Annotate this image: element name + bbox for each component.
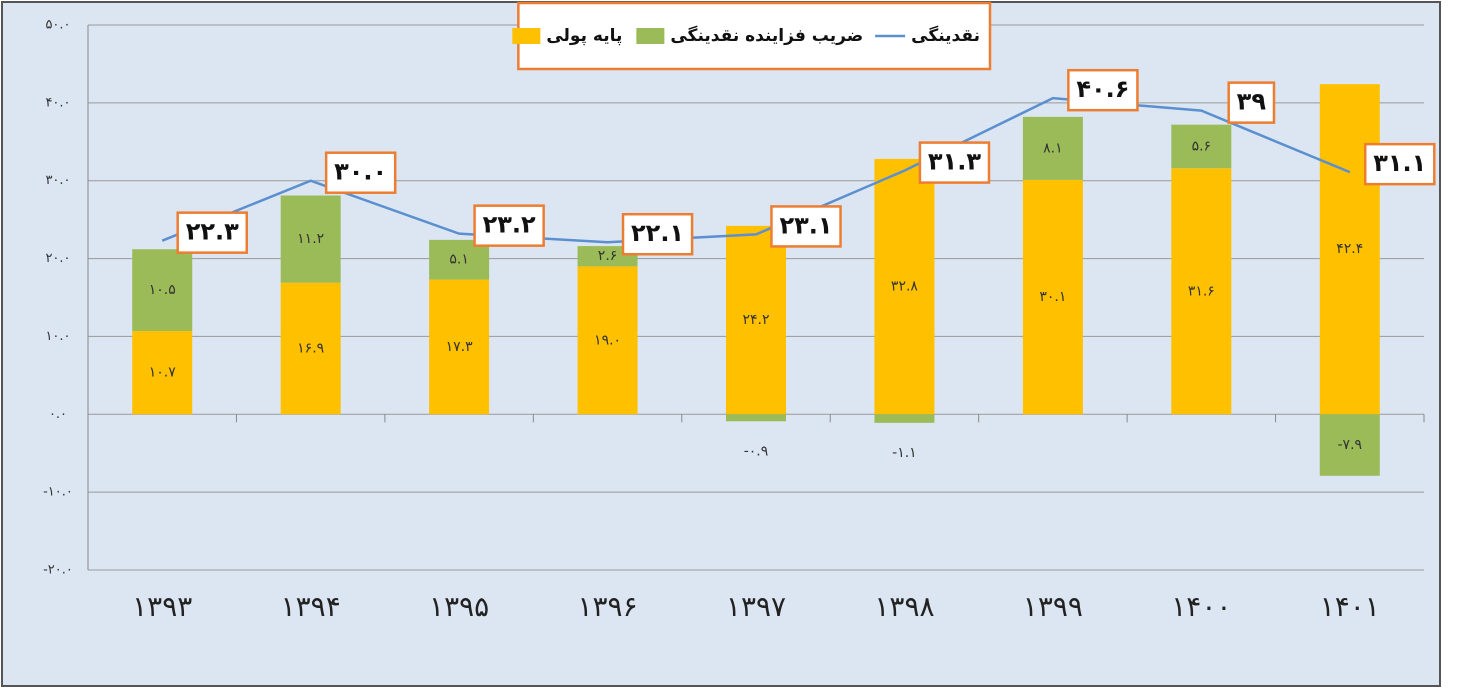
line-value-text: ۳۰.۰ (334, 158, 387, 186)
bar-value-label: ۸.۱ (1043, 140, 1063, 156)
bar-value-label: -۰.۹ (744, 443, 769, 459)
label-box (1227, 81, 1276, 124)
y-tick-label: ۱۰.۰ (45, 329, 70, 344)
bar (280, 282, 341, 415)
bar (1022, 179, 1083, 415)
legend-swatch (636, 28, 665, 44)
bar (1319, 414, 1380, 476)
bar-value-label: ۱۱.۲ (297, 231, 324, 247)
legend-box (517, 1, 992, 71)
line-value-text: ۲۳.۲ (483, 211, 536, 239)
y-tick-label: ۵۰.۰ (45, 18, 70, 33)
bar-value-label: ۱۰.۵ (149, 282, 176, 298)
bar (280, 195, 341, 283)
x-tick-label: ۱۳۹۸ (874, 590, 934, 623)
bar (132, 249, 193, 331)
label-box (324, 151, 397, 194)
bar-value-label: ۱۷.۳ (446, 339, 473, 355)
label-box (1363, 142, 1436, 186)
bar-value-label: ۱۹.۰ (594, 332, 621, 348)
y-tick-label: ۳۰.۰ (45, 173, 70, 188)
line (161, 96, 1351, 244)
label-box (1067, 68, 1139, 112)
bar (577, 266, 638, 415)
line-value-label: ۲۳.۲ (473, 204, 545, 247)
bar-value-label: ۴۲.۴ (1336, 241, 1363, 257)
line-value-text: ۳۱.۳ (928, 148, 981, 176)
line-value-label: ۳۰.۰ (324, 151, 397, 194)
bar-value-label: ۲۴.۲ (742, 312, 769, 328)
bar (132, 330, 193, 415)
bar-value-label: ۳۰.۱ (1039, 289, 1066, 305)
line-value-label: ۳۱.۳ (918, 141, 991, 184)
bar (1171, 168, 1232, 415)
bar (1171, 124, 1232, 169)
x-tick-label: ۱۳۹۶ (577, 590, 637, 623)
bar-value-label: ۵.۶ (1192, 138, 1212, 154)
y-tick-label: ۲۰.۰ (45, 251, 70, 266)
line-value-text: ۳۹ (1237, 88, 1267, 116)
line-value-label: ۳۹ (1227, 81, 1276, 124)
bar-value-label: ۵.۱ (449, 252, 469, 268)
line-value-label: ۳۱.۱ (1363, 142, 1436, 186)
label-box (473, 204, 545, 247)
line-value-text: ۲۲.۱ (631, 219, 684, 247)
bar-value-label: ۲.۶ (598, 248, 618, 264)
line-value-label: ۲۲.۱ (621, 212, 694, 256)
bar-value-label: ۱۶.۹ (297, 340, 324, 356)
label-box (621, 212, 694, 256)
line-value-text: ۴۰.۶ (1076, 75, 1129, 103)
bar (874, 414, 935, 423)
legend-label: ضریب فزاینده نقدینگی (670, 25, 863, 46)
bar (429, 279, 490, 415)
label-box (770, 205, 842, 248)
label-box (918, 141, 991, 184)
x-tick-label: ۱۳۹۴ (281, 590, 341, 623)
line-value-label: ۲۳.۱ (770, 205, 842, 248)
legend-swatch (512, 28, 541, 44)
bar-value-label: -۷.۹ (1338, 437, 1363, 453)
y-tick-label: -۲۰.۰ (43, 563, 73, 578)
line-value-text: ۲۳.۱ (779, 211, 832, 239)
legend-label: پایه پولی (546, 26, 622, 46)
bar-value-label: ۳۲.۸ (891, 279, 918, 295)
x-tick-label: ۱۳۹۷ (726, 590, 786, 623)
x-tick-label: ۱۳۹۵ (429, 590, 489, 623)
y-tick-label: -۱۰.۰ (43, 485, 73, 500)
bar (874, 158, 935, 415)
line-value-text: ۳۱.۱ (1373, 149, 1426, 177)
bar (726, 225, 786, 415)
legend-label: نقدینگی (911, 25, 980, 46)
legend: نقدینگی ضریب فزاینده نقدینگی پایه پولی (512, 1, 992, 71)
y-tick-label: ۴۰.۰ (45, 95, 70, 110)
x-tick-label: ۱۳۹۹ (1023, 590, 1083, 623)
x-tick-label: ۱۴۰۱ (1320, 590, 1380, 623)
x-tick-label: ۱۳۹۳ (132, 590, 192, 623)
bar-value-label: ۳۱.۶ (1188, 283, 1215, 299)
bar (1022, 116, 1083, 180)
x-tick-label: ۱۴۰۰ (1171, 590, 1231, 623)
bar-value-label: -۱.۱ (892, 445, 917, 461)
line-value-label: ۴۰.۶ (1067, 68, 1139, 112)
bar (1319, 84, 1380, 415)
y-tick-label: ۰.۰ (49, 407, 67, 422)
bar (726, 414, 786, 422)
line-value-text: ۲۲.۳ (186, 218, 239, 246)
line-value-label: ۲۲.۳ (176, 211, 249, 254)
label-box (176, 211, 249, 254)
bar-value-label: ۱۰.۷ (149, 365, 176, 381)
